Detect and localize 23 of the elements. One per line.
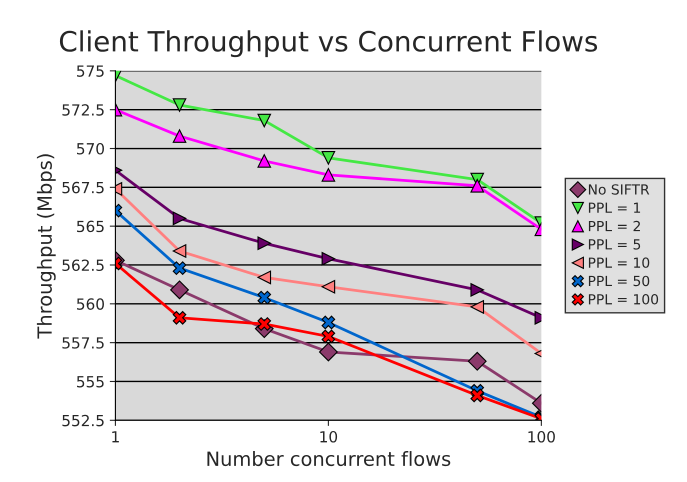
legend-label: PPL = 5 xyxy=(588,239,640,250)
y-axis-title: Throughput (Mbps) xyxy=(36,154,56,339)
x-axis-title: Number concurrent flows xyxy=(207,451,450,466)
legend-label: No SIFTR xyxy=(588,184,650,195)
y-tick-label: 557.5 xyxy=(62,337,104,349)
y-tick-label: 562.5 xyxy=(62,259,104,272)
y-tick-label: 565 xyxy=(77,220,104,232)
y-tick-label: 575 xyxy=(77,66,104,77)
legend-label: PPL = 1 xyxy=(588,202,640,213)
y-tick-label: 552.5 xyxy=(62,414,104,426)
y-tick-label: 570 xyxy=(77,142,104,155)
chart-title: Client Throughput vs Concurrent Flows xyxy=(60,30,598,58)
x-tick-label: 1 xyxy=(112,431,119,442)
x-tick-label: 100 xyxy=(528,430,555,443)
legend-label: PPL = 100 xyxy=(588,294,658,305)
y-tick-label: 572.5 xyxy=(62,104,104,116)
y-tick-label: 567.5 xyxy=(62,182,104,194)
legend-label: PPL = 10 xyxy=(588,257,650,268)
y-tick-label: 555 xyxy=(77,376,104,388)
legend-label: PPL = 50 xyxy=(588,276,650,286)
legend-label: PPL = 2 xyxy=(588,220,640,232)
x-tick-label: 10 xyxy=(320,430,338,443)
y-tick-label: 560 xyxy=(77,298,104,310)
